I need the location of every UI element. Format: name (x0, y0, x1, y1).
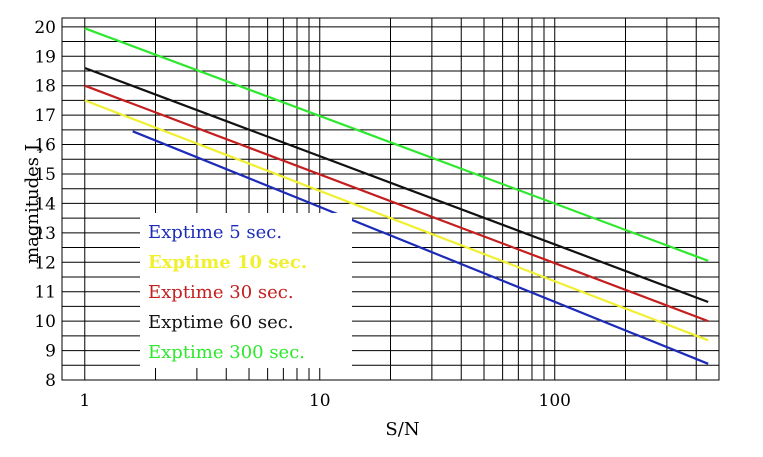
y-tick-label: 20 (34, 18, 56, 38)
legend-box (140, 213, 352, 368)
legend-entry: Exptime 300 sec. (148, 342, 305, 363)
x-tick-label: 10 (309, 391, 331, 411)
y-tick-label: 13 (34, 224, 56, 244)
series-line (84, 99, 709, 342)
y-tick-label: 11 (34, 283, 56, 303)
series-line (84, 27, 709, 262)
plot-frame (61, 17, 720, 381)
y-tick-label: 12 (34, 253, 56, 273)
y-tick-label: 19 (34, 47, 56, 67)
series-lines (84, 27, 709, 365)
y-tick-label: 14 (34, 194, 56, 214)
y-tick-label: 17 (34, 106, 56, 126)
x-axis-title: S/N (385, 419, 419, 440)
tick-labels: 8 9 10 11 12 13 14 15 16 17 18 19 20 1 10 100 (34, 18, 571, 411)
legend-entry: Exptime 5 sec. (148, 222, 282, 243)
legend-entry: Exptime 30 sec. (148, 282, 294, 303)
legend-entry: Exptime 10 sec. (148, 252, 307, 273)
series-line (84, 66, 709, 304)
y-tick-label: 9 (45, 342, 56, 362)
y-tick-label: 15 (34, 165, 56, 185)
y-tick-label: 16 (34, 136, 56, 156)
legend-entry: Exptime 60 sec. (148, 312, 294, 333)
y-tick-label: 18 (34, 77, 56, 97)
y-axis-title: magnitudes J (22, 144, 43, 264)
x-tick-label: 1 (79, 391, 90, 411)
y-tick-label: 10 (34, 312, 56, 332)
y-tick-label: 8 (45, 371, 56, 391)
series-line (132, 130, 709, 365)
x-tick-label: 100 (539, 391, 571, 411)
legend: Exptime 5 sec. Exptime 10 sec. Exptime 30 … (140, 213, 352, 368)
series-line (84, 84, 709, 323)
